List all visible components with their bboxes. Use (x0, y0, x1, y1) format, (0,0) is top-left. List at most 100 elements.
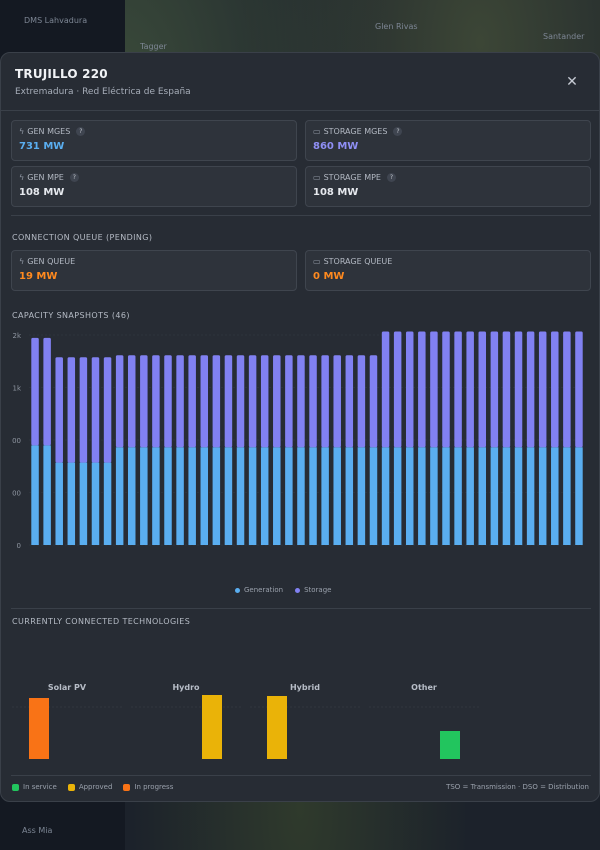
storage-bar (478, 331, 487, 448)
generation-bar (551, 447, 559, 545)
x-tick-label: Jun 25 (423, 552, 445, 553)
generation-bar (152, 447, 160, 545)
storage-bar (563, 331, 571, 448)
generation-bar (418, 447, 426, 545)
legend-approved-swatch (67, 783, 75, 791)
x-tick-label: Mar 23 (132, 552, 155, 553)
generation-bar (55, 462, 63, 545)
help-icon[interactable]: ? (76, 127, 86, 136)
divider (11, 775, 591, 776)
generation-bar (442, 447, 450, 545)
storage-mges-value: 860 MW (313, 141, 359, 152)
x-tick-label: Sept 22 (59, 552, 84, 553)
storage-bar (127, 355, 136, 448)
generation-bar (393, 447, 402, 545)
y-tick-label: 1k (12, 385, 21, 393)
storage-bar (200, 355, 209, 448)
technologies-footnote: TSO = Transmission · DSO = Distribution (446, 783, 589, 791)
x-tick-label: Jun 22 (24, 552, 46, 553)
gen-mges-value: 731 MW (19, 141, 65, 152)
generation-bar (321, 447, 329, 545)
divider (11, 215, 591, 216)
generation-bar (502, 447, 511, 545)
map-label: Ass Mia (22, 826, 53, 835)
help-icon[interactable]: ? (393, 127, 403, 136)
storage-bar (333, 355, 341, 448)
storage-mpe-label: STORAGE MPE (323, 173, 381, 182)
generation-bar (490, 447, 499, 545)
technologies-legend: In service Approved In progress (12, 783, 173, 791)
storage-queue-label: STORAGE QUEUE (323, 257, 393, 266)
help-icon[interactable]: ? (386, 173, 396, 182)
legend-in-progress-swatch (123, 783, 131, 791)
storage-bar (393, 331, 402, 448)
x-tick-label: Apr 26 (532, 552, 554, 553)
gen-mges-label: GEN MGES (27, 127, 71, 136)
storage-bar (67, 357, 76, 463)
technology-group-label: Hybrid (290, 683, 320, 692)
generation-bar (297, 447, 305, 545)
x-tick-label: Oct 25 (459, 552, 481, 553)
storage-mpe-value: 108 MW (313, 187, 359, 198)
storage-bar (91, 357, 100, 463)
x-tick-label: Mar 24 (278, 552, 301, 553)
storage-bar (466, 331, 474, 448)
substation-detail-panel: TRUJILLO 220 Extremadura · Red Eléctrica… (0, 52, 600, 802)
technology-group-label: Hydro (172, 683, 200, 692)
legend-generation: Generation (244, 586, 284, 594)
storage-bar (405, 331, 414, 448)
x-tick-label: Jan 26 (495, 552, 516, 553)
storage-bar (551, 331, 559, 448)
generation-bar (345, 447, 354, 545)
battery-icon: ▭ (313, 127, 321, 136)
panel-title: TRUJILLO 220 (15, 67, 108, 81)
storage-bar (248, 355, 257, 448)
gen-mpe-card: ϟ GEN MPE? 108 MW (11, 166, 297, 207)
generation-bar (285, 447, 293, 545)
generation-bar (405, 447, 414, 545)
x-tick-label: Jul 24 (315, 552, 334, 553)
storage-bar (321, 355, 329, 448)
generation-bar (309, 447, 317, 545)
x-tick-label: Dec 23 (241, 552, 264, 553)
storage-bar (55, 357, 63, 463)
x-tick-label: Oct 24 (351, 552, 373, 553)
storage-bar (285, 355, 293, 448)
legend-in-service: In service (23, 783, 57, 791)
legend-approved: Approved (78, 783, 113, 791)
battery-icon: ▭ (313, 257, 321, 266)
generation-bar (478, 447, 487, 545)
storage-bar (79, 357, 88, 463)
storage-bar (526, 331, 535, 448)
technology-group-label: Other (411, 683, 437, 692)
generation-bar (273, 447, 281, 545)
snapshots-section-title: CAPACITY SNAPSHOTS (46) (12, 311, 130, 320)
panel-subtitle: Extremadura · Red Eléctrica de España (15, 87, 191, 97)
map-label: Santander (543, 32, 585, 41)
divider (11, 608, 591, 609)
generation-bar (260, 447, 269, 545)
generation-bar (79, 462, 88, 545)
generation-bar (127, 447, 136, 545)
battery-icon: ▭ (313, 173, 321, 182)
generation-bar (381, 447, 390, 545)
close-icon[interactable]: ✕ (566, 74, 578, 90)
legend-in-service-swatch (12, 783, 19, 791)
generation-bar (103, 462, 112, 545)
generation-bar (248, 447, 257, 545)
storage-bar (43, 337, 51, 446)
storage-queue-card: ▭ STORAGE QUEUE 0 MW (305, 250, 591, 291)
storage-bar (273, 355, 281, 448)
generation-bar (369, 447, 378, 545)
storage-bar (514, 331, 523, 448)
generation-bar (164, 447, 172, 545)
generation-bar (115, 447, 124, 545)
help-icon[interactable]: ? (69, 173, 79, 182)
storage-mges-label: STORAGE MGES (323, 127, 388, 136)
storage-bar (297, 355, 305, 448)
generation-bar (563, 447, 571, 545)
y-tick-label: 0 (17, 542, 21, 550)
generation-bar (200, 447, 209, 545)
legend-storage: Storage (304, 586, 332, 594)
generation-bar (466, 447, 474, 545)
